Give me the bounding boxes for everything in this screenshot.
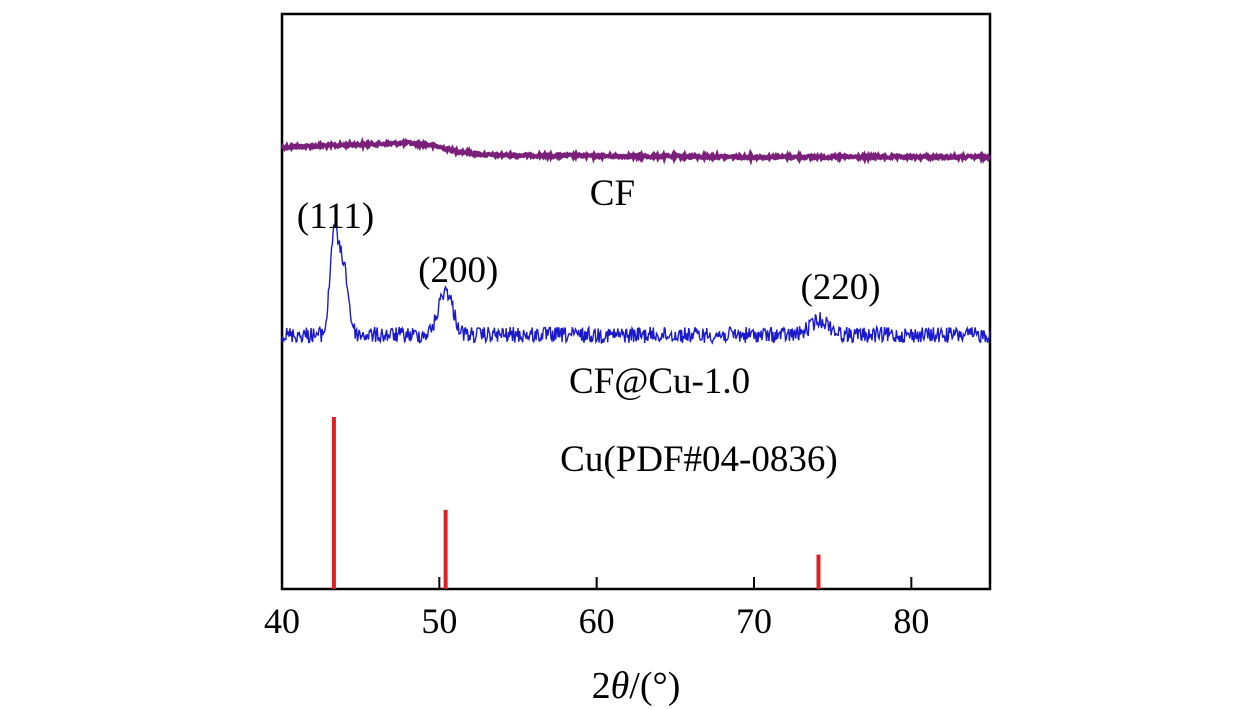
annotation-label: Cu(PDF#04-0836) — [560, 439, 838, 480]
annotation-label: (200) — [418, 250, 498, 291]
annotation-label: CF — [590, 173, 635, 214]
x-axis-ticks: 40 50 60 70 80 — [264, 577, 929, 641]
plot-frame — [280, 12, 992, 591]
x-tick-label: 80 — [893, 601, 929, 641]
annotation-label: (111) — [297, 196, 374, 237]
annotations: CF (111) (200) (220) CF@Cu-1.0 Cu(PDF#04-0836… — [297, 173, 881, 480]
series-line-cf-cu — [281, 218, 991, 345]
annotation-label: CF@Cu-1.0 — [569, 361, 750, 402]
x-axis-label: 2θ/(°) — [592, 665, 681, 707]
x-tick-label: 60 — [579, 601, 615, 641]
reference-sticks — [331, 417, 821, 589]
annotation-label: (220) — [800, 267, 880, 308]
x-tick-label: 50 — [421, 601, 457, 641]
x-tick-label: 40 — [264, 601, 300, 641]
series-lines — [280, 137, 992, 345]
x-tick-label: 70 — [736, 601, 772, 641]
series-line-cf — [280, 137, 992, 166]
